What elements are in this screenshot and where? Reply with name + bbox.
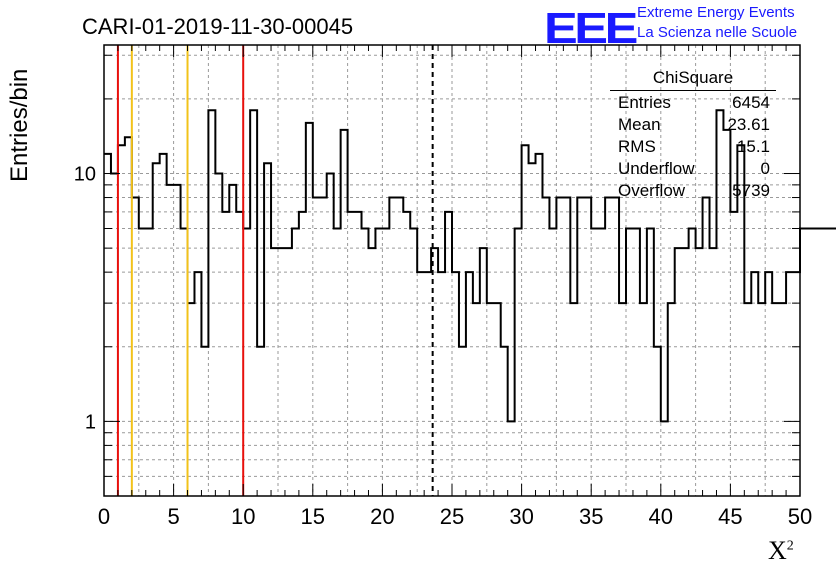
stats-label: RMS bbox=[618, 137, 656, 156]
stats-label: Entries bbox=[618, 93, 671, 112]
stats-label: Overflow bbox=[618, 181, 686, 200]
x-tick-label: 15 bbox=[301, 504, 325, 529]
x-tick-label: 30 bbox=[509, 504, 533, 529]
x-tick-label: 50 bbox=[788, 504, 812, 529]
x-tick-label: 20 bbox=[370, 504, 394, 529]
y-axis-label: Entries/bin bbox=[6, 68, 33, 182]
stats-row-mean: Mean 23.61 bbox=[610, 114, 776, 136]
stats-label: Mean bbox=[618, 115, 661, 134]
stats-value: 0 bbox=[760, 159, 770, 178]
x-tick-label: 5 bbox=[167, 504, 179, 529]
x-tick-label: 10 bbox=[231, 504, 255, 529]
stats-value: 23.61 bbox=[727, 115, 770, 134]
y-tick-label: 1 bbox=[85, 411, 96, 433]
stats-row-overflow: Overflow 5739 bbox=[610, 180, 776, 202]
chart-title: CARI-01-2019-11-30-00045 bbox=[82, 14, 354, 39]
stats-row-rms: RMS 15.1 bbox=[610, 136, 776, 158]
stats-value: 15.1 bbox=[736, 137, 770, 156]
x-axis-label-sup: 2 bbox=[786, 538, 794, 554]
eee-logo: EEE bbox=[544, 4, 638, 53]
stats-row-underflow: Underflow 0 bbox=[610, 158, 776, 180]
stats-row-entries: Entries 6454 bbox=[610, 92, 776, 114]
x-axis-label-text: X bbox=[768, 536, 787, 565]
stats-value: 6454 bbox=[732, 93, 770, 112]
stats-header: ChiSquare bbox=[610, 67, 776, 91]
y-tick-label: 10 bbox=[74, 164, 96, 186]
histogram-series bbox=[104, 109, 836, 423]
x-tick-label: 45 bbox=[718, 504, 742, 529]
x-axis-label: X2 bbox=[768, 536, 794, 566]
logo-line-2: La Scienza nelle Scuole bbox=[637, 24, 798, 41]
stats-label: Underflow bbox=[618, 159, 695, 178]
x-tick-label: 0 bbox=[98, 504, 110, 529]
stats-box: ChiSquare Entries 6454 Mean 23.61 RMS 15.1 … bbox=[610, 67, 776, 202]
x-tick-label: 25 bbox=[440, 504, 464, 529]
stats-value: 5739 bbox=[732, 181, 770, 200]
logo-text: Extreme Energy Events La Scienza nelle S… bbox=[637, 3, 797, 43]
x-tick-label: 35 bbox=[579, 504, 603, 529]
x-tick-label: 40 bbox=[649, 504, 673, 529]
logo-line-1: Extreme Energy Events bbox=[637, 4, 795, 21]
